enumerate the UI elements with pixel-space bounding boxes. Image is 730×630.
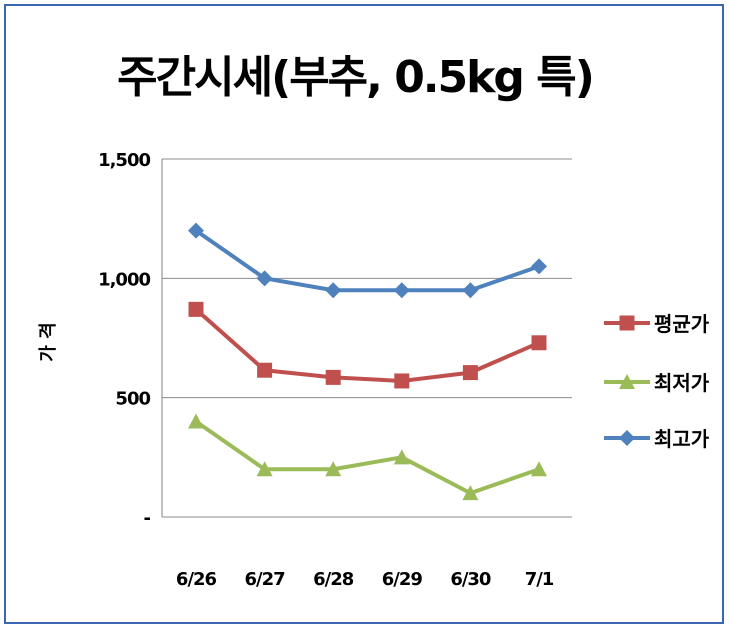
legend-marker [619,315,635,331]
x-tick-label: 6/28 [313,569,354,590]
data-point [531,335,547,351]
legend-item: 최저가 [604,371,710,395]
x-tick-label: 6/30 [450,569,491,590]
data-point [394,373,410,389]
y-tick-label: 1,000 [98,269,150,290]
y-tick-label: 500 [115,389,150,410]
data-point [256,270,273,287]
series-1 [188,301,547,389]
data-point [462,365,478,381]
y-tick-label: - [144,508,151,529]
data-point [531,461,547,477]
x-axis-ticks: 6/26 6/27 6/28 6/29 6/30 7/1 [176,569,555,590]
series-3 [188,222,547,299]
data-point [256,461,273,477]
chart-frame [4,4,724,624]
y-tick-label: 1,500 [98,150,150,171]
x-tick-label: 6/29 [382,569,423,590]
data-point [393,449,410,465]
data-point [462,282,479,299]
data-point [462,485,479,501]
y-axis-ticks: - 500 1,000 1,500 [98,150,151,529]
gridlines [161,158,572,518]
series-group [188,222,547,501]
data-point [257,362,273,378]
legend-label: 평균가 [654,312,710,336]
data-point [325,369,341,385]
x-tick-label: 6/27 [245,569,286,590]
legend-item: 평균가 [604,312,710,336]
data-point [393,282,410,299]
legend-marker [619,374,635,389]
legend-item: 최고가 [604,427,710,451]
series-line [194,228,540,293]
data-point [531,258,547,275]
data-point [188,413,204,429]
series-line [194,419,540,496]
legend-marker [619,430,635,446]
data-point [325,461,342,477]
data-point [188,222,204,239]
legend-label: 최고가 [654,427,710,451]
series-line [194,307,540,383]
x-tick-label: 6/26 [176,569,217,590]
y-axis-label: 가 격 [38,322,59,361]
x-tick-label: 7/1 [525,569,554,590]
series-2 [188,413,547,501]
chart-title: 주간시세(부추, 0.5kg 특) [117,52,593,103]
data-point [188,301,204,317]
legend-label: 최저가 [654,371,710,395]
data-point [325,282,342,299]
